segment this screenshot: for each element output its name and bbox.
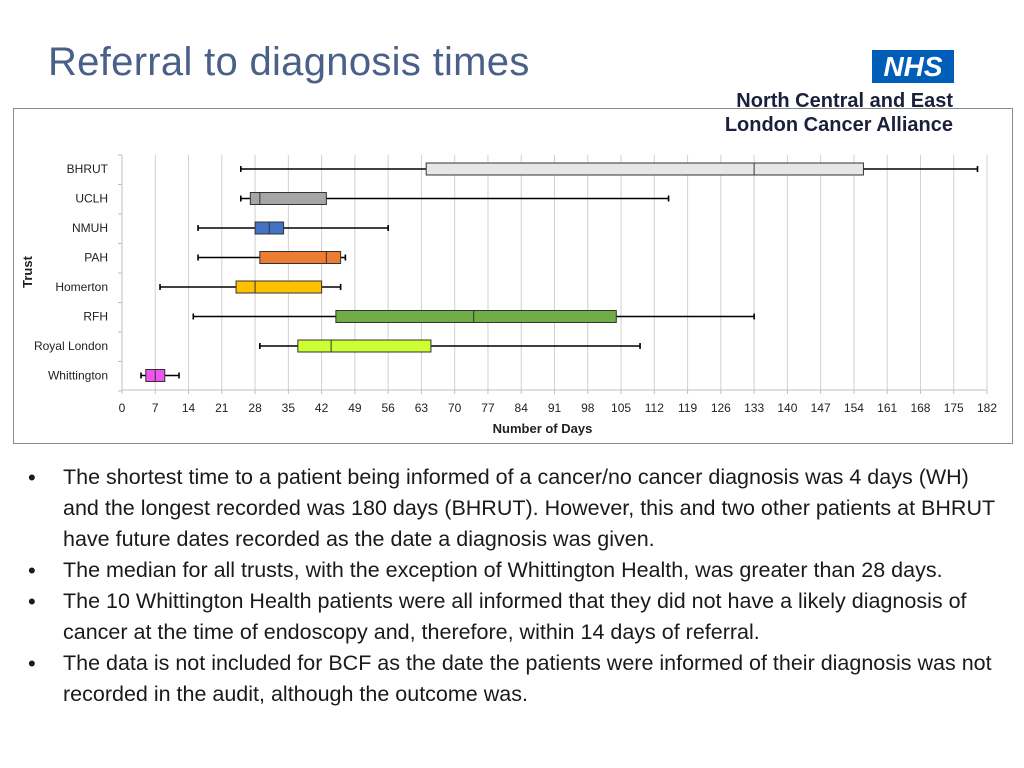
x-tick-label: 91 (548, 401, 562, 415)
x-tick-label: 168 (910, 401, 930, 415)
category-label: RFH (83, 310, 108, 324)
x-tick-label: 49 (348, 401, 362, 415)
x-tick-label: 35 (282, 401, 296, 415)
x-tick-label: 119 (678, 401, 697, 415)
x-tick-label: 182 (977, 401, 997, 415)
category-label: Whittington (48, 369, 108, 383)
x-tick-label: 84 (515, 401, 529, 415)
box-homerton (235, 280, 323, 294)
category-label: UCLH (75, 192, 108, 206)
bullet-list: The shortest time to a patient being inf… (28, 462, 1003, 710)
box-rfh (335, 310, 617, 323)
x-tick-label: 105 (611, 401, 631, 415)
x-tick-label: 70 (448, 401, 462, 415)
x-axis-title: Number of Days (493, 421, 593, 436)
y-axis-title: Trust (20, 255, 35, 287)
box-royal-london (297, 339, 432, 353)
box-pah (259, 251, 342, 264)
x-tick-label: 7 (152, 401, 159, 415)
x-tick-label: 21 (215, 401, 229, 415)
bullet-item: The data is not included for BCF as the … (28, 648, 1003, 710)
x-tick-label: 161 (877, 401, 897, 415)
chart-frame (13, 108, 1013, 444)
org-name-line-1: North Central and East (736, 90, 953, 112)
boxplot-chart: 0 7 14 21 28 35 42 49 56 63 70 77 84 91 98 105 112 119 126… (20, 154, 997, 436)
category-label: Homerton (55, 280, 108, 294)
x-tick-label: 147 (811, 401, 831, 415)
box-bhrut (425, 162, 864, 176)
box-uclh (249, 192, 327, 205)
x-tick-label: 154 (844, 401, 864, 415)
x-tick-label: 133 (744, 401, 764, 415)
org-name-line-2: London Cancer Alliance (724, 114, 953, 136)
category-label: PAH (84, 251, 108, 265)
bullet-item: The 10 Whittington Health patients were … (28, 586, 1003, 648)
x-tick-label: 140 (777, 401, 797, 415)
bullet-item: The shortest time to a patient being inf… (28, 462, 1003, 555)
x-tick-label: 175 (944, 401, 964, 415)
x-tick-label: 63 (415, 401, 429, 415)
x-tick-label: 126 (711, 401, 731, 415)
category-label: NMUH (72, 221, 108, 235)
category-label: BHRUT (67, 162, 109, 176)
category-label: Royal London (34, 339, 108, 353)
page-title: Referral to diagnosis times (48, 40, 530, 84)
x-tick-label: 14 (182, 401, 196, 415)
bullet-item: The median for all trusts, with the exce… (28, 555, 1003, 586)
x-tick-label: 98 (581, 401, 595, 415)
x-tick-label: 77 (481, 401, 495, 415)
x-tick-label: 0 (119, 401, 126, 415)
x-tick-label: 56 (381, 401, 395, 415)
x-tick-label: 42 (315, 401, 329, 415)
nhs-logo: NHS (872, 50, 954, 83)
x-tick-label: 28 (248, 401, 262, 415)
x-tick-label: 112 (645, 401, 664, 415)
